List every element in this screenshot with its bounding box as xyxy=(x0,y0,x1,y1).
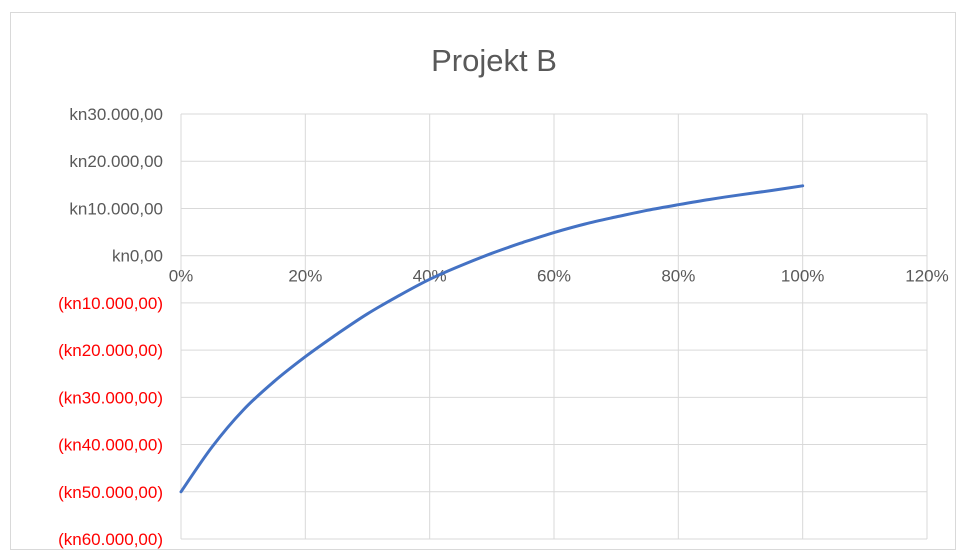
x-tick-label: 80% xyxy=(661,267,695,286)
y-tick-label: kn0,00 xyxy=(112,247,163,266)
y-tick-label: kn10.000,00 xyxy=(69,199,163,218)
y-tick-label: (kn60.000,00) xyxy=(58,530,163,549)
x-tick-labels: 0% 20% 40% 60% 80% 100% 120% xyxy=(169,267,949,286)
y-tick-label: (kn10.000,00) xyxy=(58,294,163,313)
x-tick-label: 120% xyxy=(905,267,948,286)
y-tick-label: (kn30.000,00) xyxy=(58,388,163,407)
x-tick-label: 20% xyxy=(288,267,322,286)
series-line xyxy=(179,184,805,494)
series-layer xyxy=(179,184,805,494)
axes xyxy=(181,255,927,540)
y-tick-label: (kn40.000,00) xyxy=(58,436,163,455)
y-tick-label: kn20.000,00 xyxy=(69,152,163,171)
x-tick-label: 0% xyxy=(169,267,194,286)
chart-title: Projekt B xyxy=(431,43,557,78)
chart-container: Projekt B kn30.000,00 kn20.000,00 kn10.000… xyxy=(10,12,956,550)
y-tick-label: kn30.000,00 xyxy=(69,105,163,124)
x-tick-label: 100% xyxy=(781,267,824,286)
gridlines xyxy=(180,113,928,540)
y-tick-labels: kn30.000,00 kn20.000,00 kn10.000,00 kn0,00 (… xyxy=(58,105,163,549)
line-chart: Projekt B kn30.000,00 kn20.000,00 kn10.000… xyxy=(58,43,949,549)
x-tick-label: 40% xyxy=(413,267,447,286)
y-tick-label: (kn20.000,00) xyxy=(58,341,163,360)
y-tick-label: (kn50.000,00) xyxy=(58,483,163,502)
x-tick-label: 60% xyxy=(537,267,571,286)
